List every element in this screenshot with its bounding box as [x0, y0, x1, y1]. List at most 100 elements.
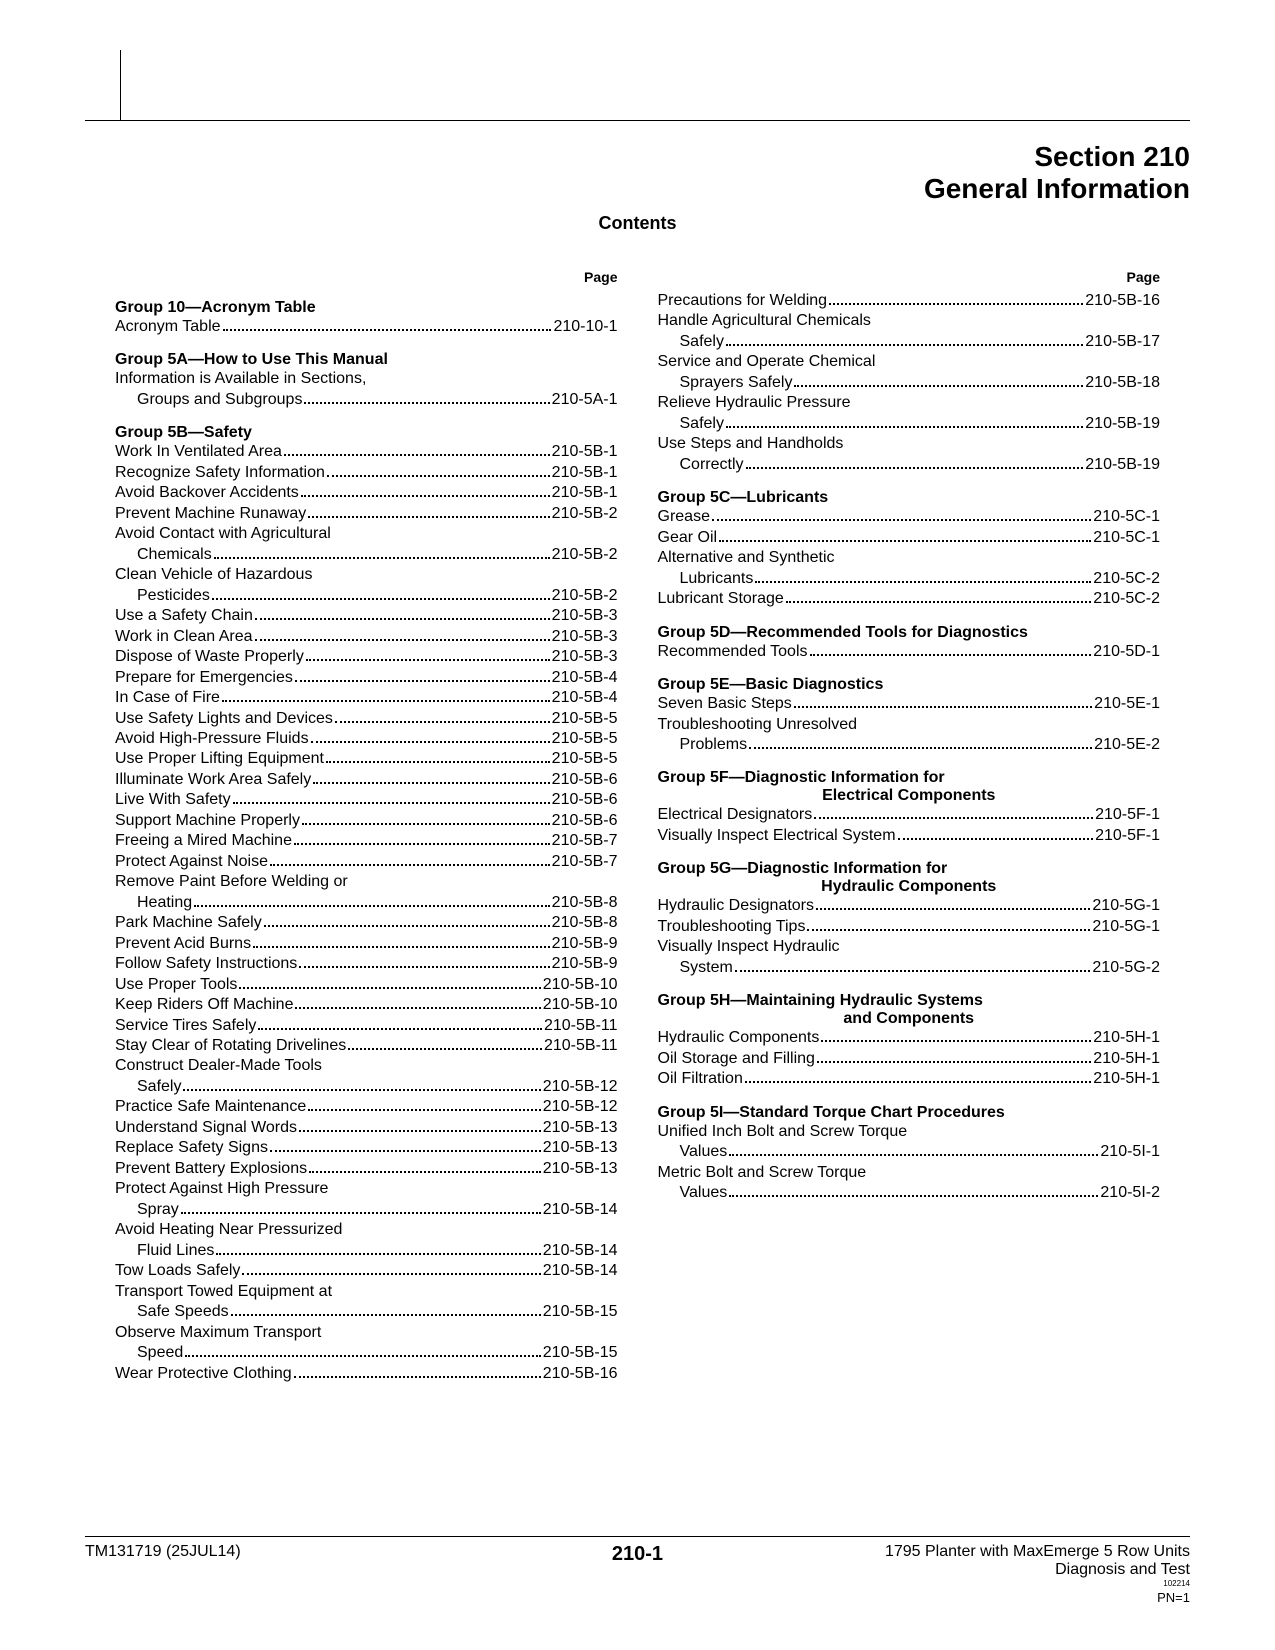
toc-entry: Seven Basic Steps210-5E-1	[658, 694, 1161, 714]
toc-entry: Service Tires Safely210-5B-11	[115, 1016, 618, 1036]
toc-entry-page: 210-5B-3	[552, 647, 618, 667]
toc-leader-dots	[729, 1154, 1098, 1156]
toc-leader-dots	[214, 557, 550, 559]
toc-leader-dots	[264, 925, 550, 927]
toc-entry-label: Lubricant Storage	[658, 589, 784, 609]
group-title: Group 5I—Standard Torque Chart Procedure…	[658, 1104, 1161, 1122]
toc-entry-page: 210-5B-8	[552, 893, 618, 913]
toc-entry: Use Proper Tools210-5B-10	[115, 975, 618, 995]
toc-entry-label: Speed	[137, 1343, 183, 1363]
toc-leader-dots	[712, 519, 1091, 521]
toc-leader-dots	[270, 864, 550, 866]
toc-entry-page: 210-5B-2	[552, 586, 618, 606]
toc-entry: Freeing a Mired Machine210-5B-7	[115, 831, 618, 851]
footer-tiny-code: 102214	[822, 1579, 1190, 1588]
page-column-header: Page	[115, 269, 618, 285]
toc-entry-label: Keep Riders Off Machine	[115, 995, 293, 1015]
toc-entry: Safely210-5B-17	[658, 332, 1161, 352]
toc-entry-label: Wear Protective Clothing	[115, 1364, 292, 1384]
toc-leader-dots	[294, 1376, 541, 1378]
toc-entry-page: 210-5B-6	[552, 790, 618, 810]
toc-entry-label: Replace Safety Signs	[115, 1138, 268, 1158]
toc-entry-label: Pesticides	[137, 586, 210, 606]
toc-entry-page: 210-5B-5	[552, 709, 618, 729]
toc-entry: Grease210-5C-1	[658, 507, 1161, 527]
group-title: Group 5D—Recommended Tools for Diagnosti…	[658, 624, 1161, 642]
toc-entry-page: 210-5C-1	[1093, 507, 1160, 527]
toc-entry-label: Use Proper Lifting Equipment	[115, 749, 324, 769]
toc-entry-page: 210-5F-1	[1095, 805, 1160, 825]
toc-entry: Follow Safety Instructions210-5B-9	[115, 954, 618, 974]
toc-entry-page: 210-5B-13	[543, 1118, 618, 1138]
toc-leader-dots	[794, 385, 1083, 387]
toc-leader-dots	[216, 1253, 540, 1255]
toc-leader-dots	[898, 838, 1094, 840]
toc-entry-label: Chemicals	[137, 545, 212, 565]
toc-entry-continuation: Observe Maximum Transport	[115, 1323, 618, 1343]
toc-entry-page: 210-5G-2	[1092, 958, 1160, 978]
toc-entry: Prepare for Emergencies210-5B-4	[115, 668, 618, 688]
toc-leader-dots	[302, 823, 550, 825]
toc-entry: Stay Clear of Rotating Drivelines210-5B-…	[115, 1036, 618, 1056]
toc-leader-dots	[270, 1150, 541, 1152]
toc-entry: Heating210-5B-8	[115, 893, 618, 913]
toc-entry: Spray210-5B-14	[115, 1200, 618, 1220]
toc-entry-page: 210-5H-1	[1093, 1028, 1160, 1048]
toc-entry: Dispose of Waste Properly 210-5B-3	[115, 647, 618, 667]
toc-entry-continuation: Transport Towed Equipment at	[115, 1282, 618, 1302]
toc-leader-dots	[253, 946, 550, 948]
toc-entry-label: Avoid Backover Accidents	[115, 483, 299, 503]
toc-entry-continuation: Troubleshooting Unresolved	[658, 715, 1161, 735]
toc-entry-page: 210-5B-13	[543, 1138, 618, 1158]
toc-entry-page: 210-5C-2	[1093, 569, 1160, 589]
toc-leader-dots	[299, 1130, 541, 1132]
toc-entry-label: Fluid Lines	[137, 1241, 214, 1261]
toc-entry-continuation: Handle Agricultural Chemicals	[658, 311, 1161, 331]
toc-entry-label: Freeing a Mired Machine	[115, 831, 292, 851]
toc-entry-page: 210-5A-1	[552, 390, 618, 410]
footer-pn: PN=1	[822, 1590, 1190, 1605]
toc-entry: Precautions for Welding210-5B-16	[658, 291, 1161, 311]
toc-entry-page: 210-5B-9	[552, 954, 618, 974]
toc-entry-label: In Case of Fire	[115, 688, 220, 708]
toc-leader-dots	[185, 1355, 541, 1357]
toc-entry-label: System	[680, 958, 733, 978]
group-title: Group 5C—Lubricants	[658, 489, 1161, 507]
toc-entry-label: Stay Clear of Rotating Drivelines	[115, 1036, 346, 1056]
toc-entry: Use Safety Lights and Devices210-5B-5	[115, 709, 618, 729]
toc-entry-page: 210-5I-1	[1100, 1142, 1160, 1162]
toc-entry: Protect Against Noise210-5B-7	[115, 852, 618, 872]
toc-entry-page: 210-5B-15	[543, 1343, 618, 1363]
toc-leader-dots	[255, 618, 550, 620]
toc-entry-page: 210-5B-15	[543, 1302, 618, 1322]
group-subtitle: Hydraulic Components	[658, 878, 1161, 896]
toc-entry-page: 210-5B-5	[552, 749, 618, 769]
toc-entry: Troubleshooting Tips210-5G-1	[658, 917, 1161, 937]
toc-entry: Values210-5I-2	[658, 1183, 1161, 1203]
toc-entry-label: Dispose of Waste Properly	[115, 647, 304, 667]
toc-entry: Illuminate Work Area Safely210-5B-6	[115, 770, 618, 790]
group-title: Group 5A—How to Use This Manual	[115, 351, 618, 369]
toc-entry-continuation: Remove Paint Before Welding or	[115, 872, 618, 892]
toc-entry-label: Values	[680, 1142, 728, 1162]
section-title: General Information	[85, 173, 1190, 205]
toc-entry: Use a Safety Chain210-5B-3	[115, 606, 618, 626]
toc-leader-dots	[308, 516, 549, 518]
toc-entry-label: Safe Speeds	[137, 1302, 229, 1322]
toc-entry-label: Illuminate Work Area Safely	[115, 770, 311, 790]
toc-entry-label: Groups and Subgroups	[137, 390, 302, 410]
toc-entry-page: 210-5F-1	[1095, 826, 1160, 846]
group-title: Group 5F—Diagnostic Information for	[658, 769, 1161, 787]
toc-entry: Lubricants210-5C-2	[658, 569, 1161, 589]
toc-entry-page: 210-5B-2	[552, 504, 618, 524]
toc-entry-page: 210-5B-4	[552, 688, 618, 708]
toc-entry-continuation: Metric Bolt and Screw Torque	[658, 1163, 1161, 1183]
toc-entry: Speed 210-5B-15	[115, 1343, 618, 1363]
toc-entry-label: Work In Ventilated Area	[115, 442, 282, 462]
toc-leader-dots	[181, 1212, 541, 1214]
toc-leader-dots	[719, 540, 1091, 542]
toc-entry: Safe Speeds 210-5B-15	[115, 1302, 618, 1322]
toc-entry-page: 210-5B-17	[1085, 332, 1160, 352]
toc-entry-page: 210-5B-1	[552, 442, 618, 462]
toc-entry-page: 210-5H-1	[1093, 1049, 1160, 1069]
